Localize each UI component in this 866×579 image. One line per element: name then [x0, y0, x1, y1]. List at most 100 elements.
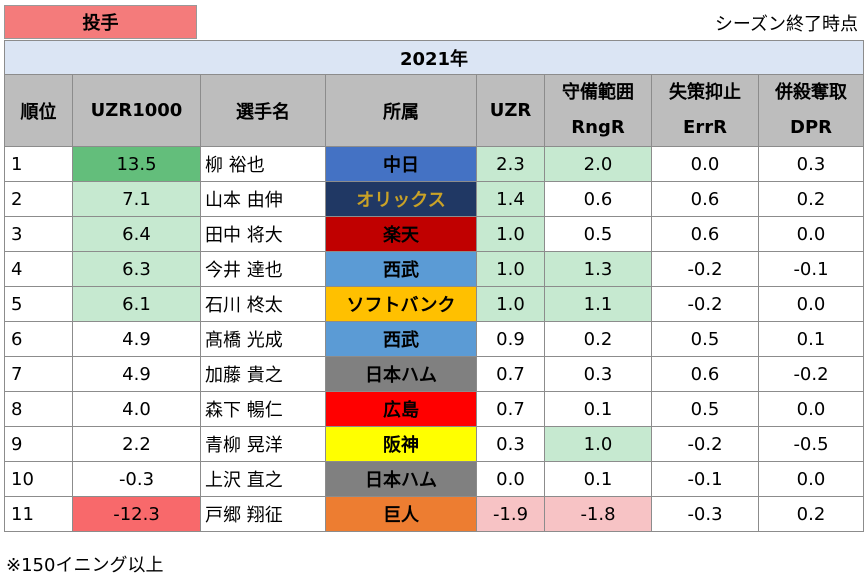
player-cell: 森下 暢仁 — [200, 391, 326, 427]
rngr-cell: -1.8 — [544, 496, 652, 532]
team-cell: 阪神 — [325, 426, 477, 462]
uzr-cell: 0.9 — [476, 321, 545, 357]
uzr-cell: 0.0 — [476, 461, 545, 497]
header-rngr-bottom: RngR — [544, 110, 652, 147]
rngr-cell: 0.5 — [544, 216, 652, 252]
dpr-cell: 0.2 — [758, 496, 864, 532]
uzr1000-cell: 6.3 — [72, 251, 201, 287]
season-note: シーズン終了時点 — [714, 14, 858, 35]
errr-cell: 0.6 — [651, 181, 759, 217]
team-cell: 中日 — [325, 146, 477, 182]
player-cell: 上沢 直之 — [200, 461, 326, 497]
table-row: 3 6.4 田中 将大 楽天 1.0 0.5 0.6 0.0 — [4, 216, 864, 252]
rngr-cell: 1.3 — [544, 251, 652, 287]
table-row: 1 13.5 柳 裕也 中日 2.3 2.0 0.0 0.3 — [4, 146, 864, 182]
table-row: 8 4.0 森下 暢仁 広島 0.7 0.1 0.5 0.0 — [4, 391, 864, 427]
dpr-cell: -0.1 — [758, 251, 864, 287]
table-row: 5 6.1 石川 柊太 ソフトバンク 1.0 1.1 -0.2 0.0 — [4, 286, 864, 322]
header-dpr-bottom: DPR — [758, 110, 864, 147]
player-cell: 青柳 晃洋 — [200, 426, 326, 462]
rngr-cell: 0.6 — [544, 181, 652, 217]
dpr-cell: 0.0 — [758, 461, 864, 497]
rank-cell: 5 — [4, 286, 73, 322]
header-errr-top: 失策抑止 — [651, 74, 759, 111]
team-cell: 楽天 — [325, 216, 477, 252]
rank-cell: 1 — [4, 146, 73, 182]
uzr-cell: 1.0 — [476, 251, 545, 287]
rngr-cell: 0.1 — [544, 461, 652, 497]
rank-cell: 8 — [4, 391, 73, 427]
player-cell: 田中 将大 — [200, 216, 326, 252]
rngr-cell: 0.2 — [544, 321, 652, 357]
dpr-cell: 0.0 — [758, 391, 864, 427]
uzr1000-cell: 4.9 — [72, 356, 201, 392]
dpr-cell: 0.1 — [758, 321, 864, 357]
dpr-cell: 0.2 — [758, 181, 864, 217]
team-cell: オリックス — [325, 181, 477, 217]
uzr1000-cell: 13.5 — [72, 146, 201, 182]
rank-cell: 9 — [4, 426, 73, 462]
player-cell: 加藤 貴之 — [200, 356, 326, 392]
dpr-cell: 0.0 — [758, 216, 864, 252]
team-cell: 巨人 — [325, 496, 477, 532]
table-row: 4 6.3 今井 達也 西武 1.0 1.3 -0.2 -0.1 — [4, 251, 864, 287]
team-cell: 広島 — [325, 391, 477, 427]
rank-cell: 3 — [4, 216, 73, 252]
uzr-cell: 0.3 — [476, 426, 545, 462]
uzr1000-cell: 2.2 — [72, 426, 201, 462]
rank-cell: 2 — [4, 181, 73, 217]
rngr-cell: 0.3 — [544, 356, 652, 392]
rngr-cell: 2.0 — [544, 146, 652, 182]
errr-cell: 0.6 — [651, 216, 759, 252]
uzr1000-cell: 7.1 — [72, 181, 201, 217]
uzr-cell: 1.4 — [476, 181, 545, 217]
rank-cell: 11 — [4, 496, 73, 532]
player-cell: 今井 達也 — [200, 251, 326, 287]
uzr-cell: -1.9 — [476, 496, 545, 532]
rngr-cell: 1.0 — [544, 426, 652, 462]
errr-cell: 0.0 — [651, 146, 759, 182]
uzr1000-cell: 4.0 — [72, 391, 201, 427]
uzr-cell: 1.0 — [476, 216, 545, 252]
uzr1000-cell: -12.3 — [72, 496, 201, 532]
header-uzr: UZR — [476, 74, 545, 147]
uzr1000-cell: 6.1 — [72, 286, 201, 322]
rank-cell: 6 — [4, 321, 73, 357]
uzr1000-cell: 4.9 — [72, 321, 201, 357]
team-cell: ソフトバンク — [325, 286, 477, 322]
header-team: 所属 — [325, 74, 477, 147]
rngr-cell: 0.1 — [544, 391, 652, 427]
dpr-cell: 0.3 — [758, 146, 864, 182]
team-cell: 西武 — [325, 321, 477, 357]
header-rank: 順位 — [4, 74, 73, 147]
rngr-cell: 1.1 — [544, 286, 652, 322]
player-cell: 柳 裕也 — [200, 146, 326, 182]
uzr-cell: 2.3 — [476, 146, 545, 182]
header-errr-bottom: ErrR — [651, 110, 759, 147]
errr-cell: -0.2 — [651, 251, 759, 287]
table-row: 6 4.9 髙橋 光成 西武 0.9 0.2 0.5 0.1 — [4, 321, 864, 357]
dpr-cell: 0.0 — [758, 286, 864, 322]
errr-cell: -0.2 — [651, 426, 759, 462]
uzr1000-cell: 6.4 — [72, 216, 201, 252]
header-player: 選手名 — [200, 74, 326, 147]
table-row: 11 -12.3 戸郷 翔征 巨人 -1.9 -1.8 -0.3 0.2 — [4, 496, 864, 532]
player-cell: 戸郷 翔征 — [200, 496, 326, 532]
year-header: 2021年 — [4, 40, 864, 75]
uzr-cell: 1.0 — [476, 286, 545, 322]
player-cell: 髙橋 光成 — [200, 321, 326, 357]
position-tag: 投手 — [4, 5, 197, 39]
header-dpr-top: 併殺奪取 — [758, 74, 864, 111]
uzr-cell: 0.7 — [476, 391, 545, 427]
rank-cell: 10 — [4, 461, 73, 497]
header-rngr-top: 守備範囲 — [544, 74, 652, 111]
errr-cell: 0.5 — [651, 321, 759, 357]
team-cell: 西武 — [325, 251, 477, 287]
dpr-cell: -0.5 — [758, 426, 864, 462]
rank-cell: 4 — [4, 251, 73, 287]
footnote: ※150イニング以上 — [6, 555, 164, 576]
player-cell: 石川 柊太 — [200, 286, 326, 322]
table-row: 10 -0.3 上沢 直之 日本ハム 0.0 0.1 -0.1 0.0 — [4, 461, 864, 497]
table-row: 7 4.9 加藤 貴之 日本ハム 0.7 0.3 0.6 -0.2 — [4, 356, 864, 392]
team-cell: 日本ハム — [325, 356, 477, 392]
